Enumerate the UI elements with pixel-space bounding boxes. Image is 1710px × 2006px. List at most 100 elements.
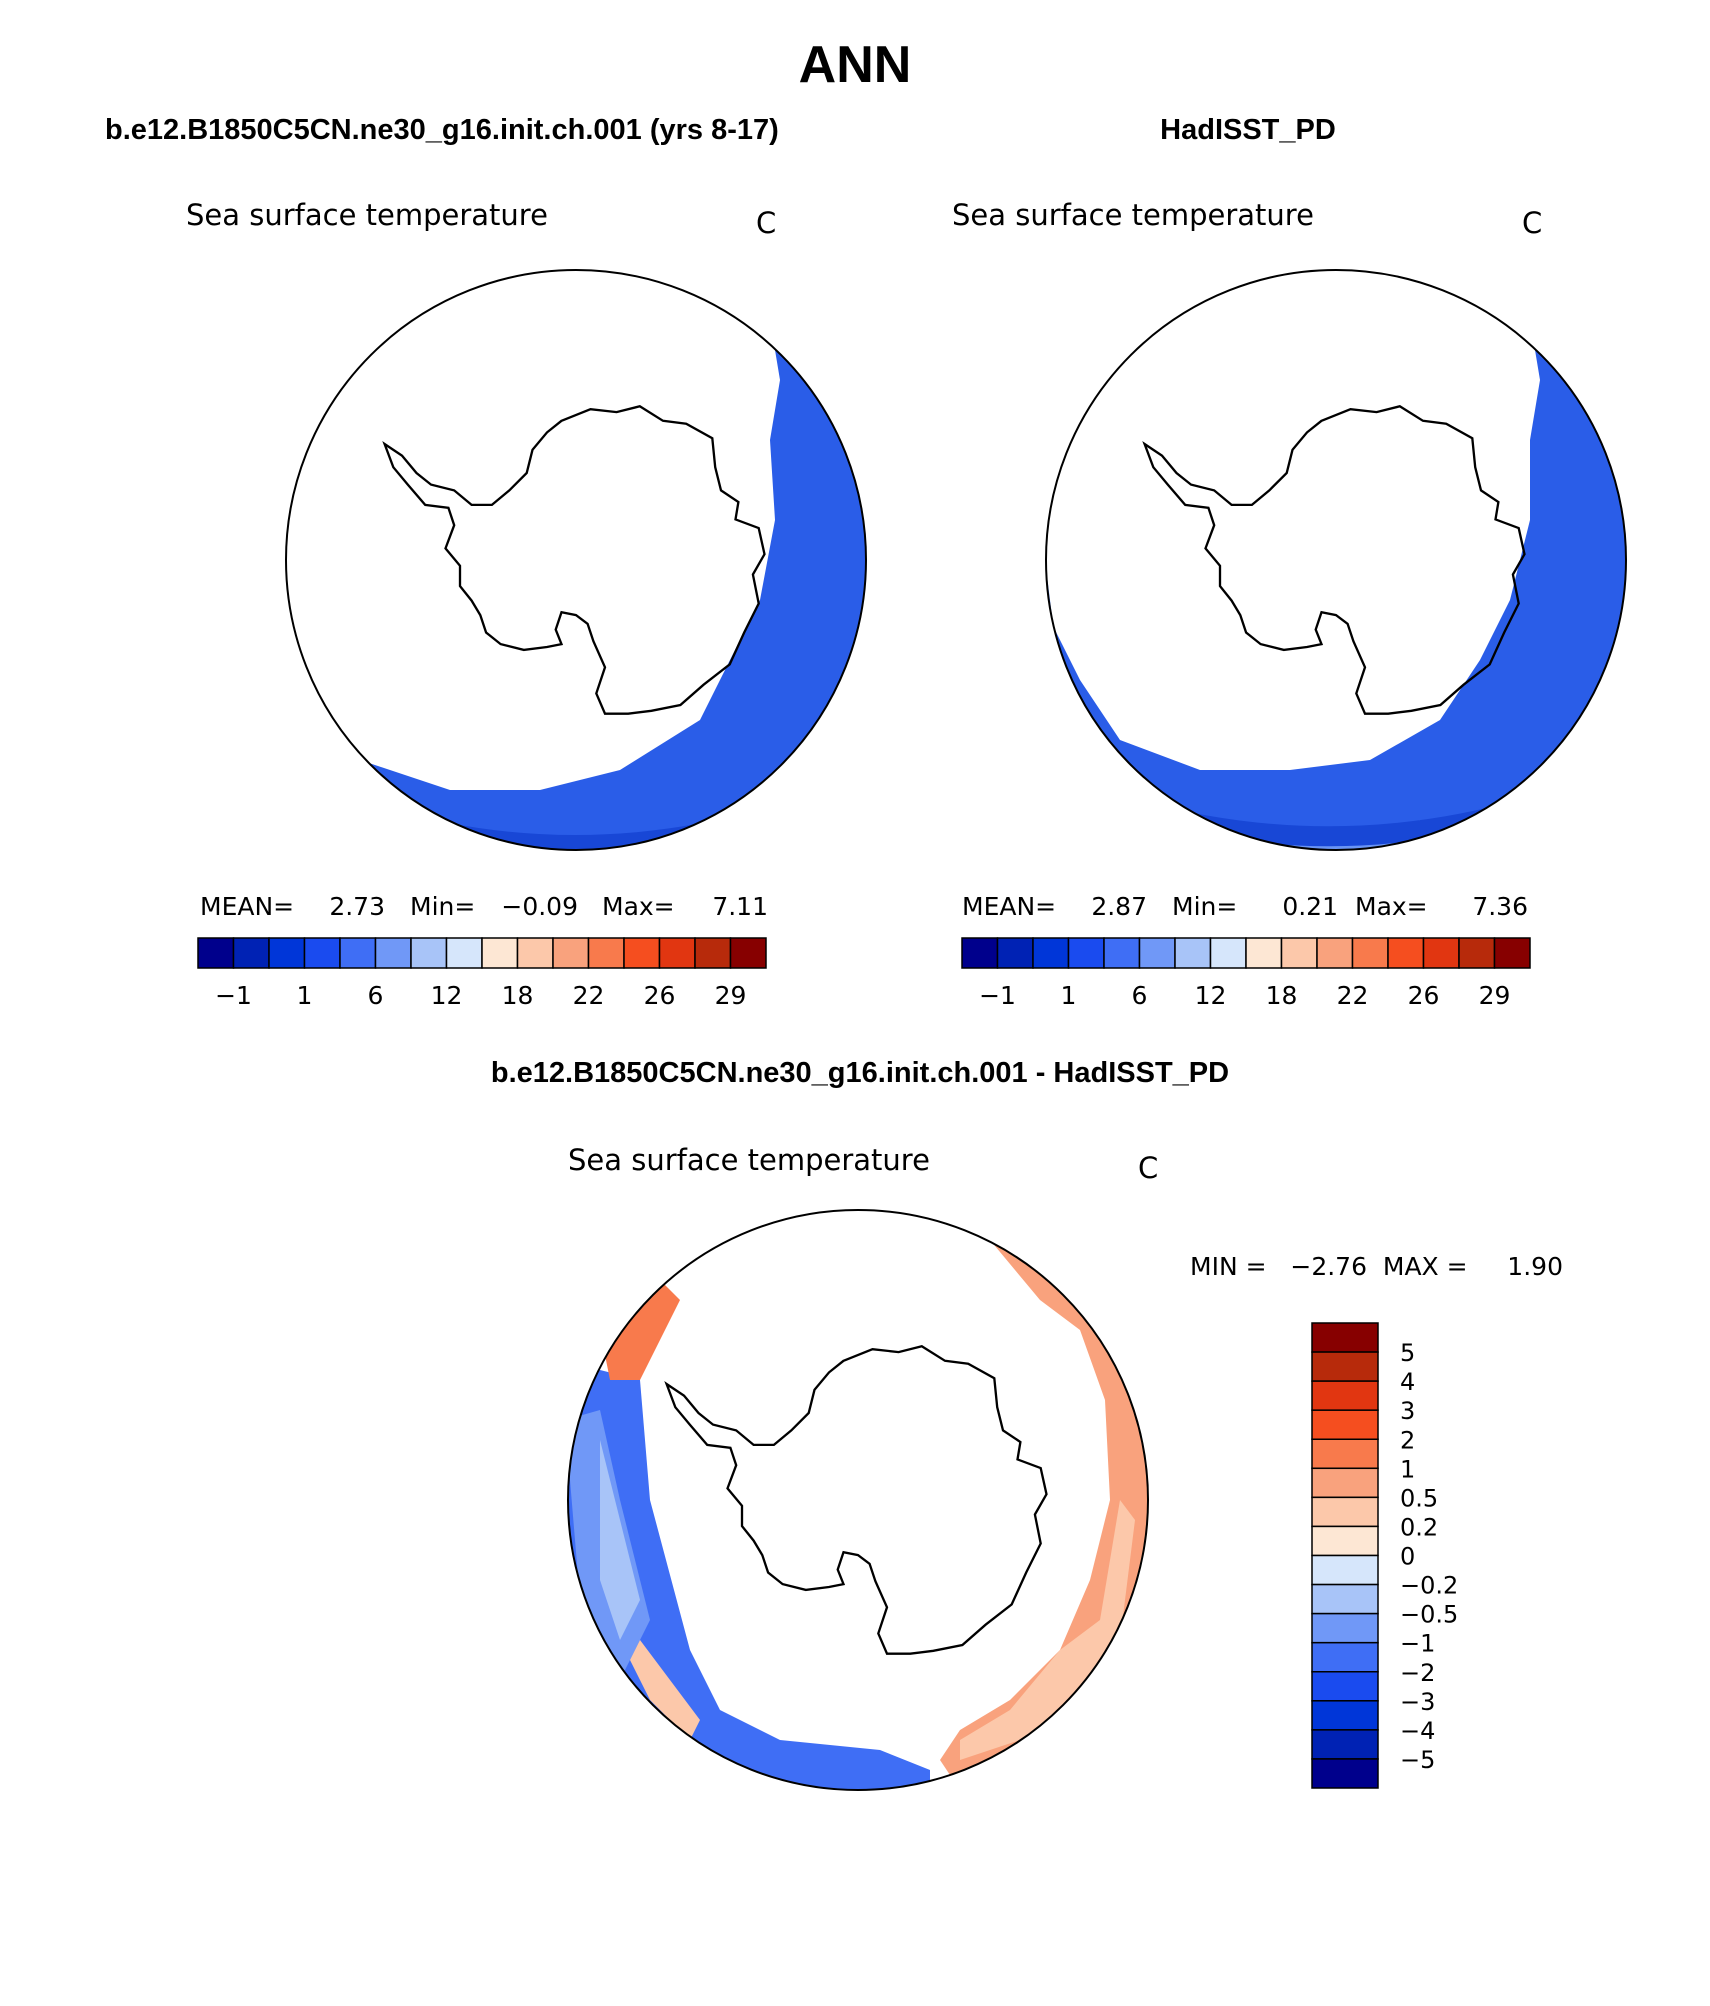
colorbar-segment: [1311, 1671, 1379, 1702]
colorbar-segment: [1422, 937, 1460, 969]
diff-field-slight-negative: [600, 1440, 640, 1640]
panel-diff-units: C: [1138, 1151, 1158, 1185]
stat-mean-label: MEAN=: [200, 892, 294, 921]
colorbar-tick-label: 1: [1061, 981, 1077, 1010]
colorbar-segment: [729, 937, 767, 969]
colorbar-segment: [658, 937, 696, 969]
colorbar-segment: [1311, 1729, 1379, 1760]
colorbar-tick-label: 6: [1132, 981, 1148, 1010]
colorbar-segment: [623, 937, 661, 969]
stat-max-label: Max=: [1355, 892, 1428, 921]
stat-max-value: 7.11: [712, 892, 768, 921]
colorbar-segment: [410, 937, 448, 969]
colorbar-segment: [1311, 1554, 1379, 1586]
colorbar-tick-label: 22: [573, 981, 605, 1010]
stat-mean-value: 2.73: [329, 892, 385, 921]
colorbar-segment: [232, 937, 270, 969]
colorbar-segment: [1311, 1438, 1379, 1470]
colorbar-tick-label: 0.5: [1400, 1484, 1438, 1512]
polar-map-obs: [1036, 200, 1636, 860]
map-boundary: [567, 1209, 1149, 1791]
colorbar-segment: [587, 937, 625, 969]
stat-min-label: Min=: [410, 892, 475, 921]
diff-field-positive-nw: [600, 1280, 680, 1380]
colorbar-model: −1 1 6 12 18 22 26 29: [197, 937, 767, 1010]
colorbar-segment: [961, 937, 999, 969]
colorbar-segment: [1032, 937, 1070, 969]
colorbar-segment: [1311, 1525, 1379, 1557]
stat-max-label: Max=: [602, 892, 675, 921]
sst-field-model: [286, 270, 866, 850]
colorbar-tick-label: −3: [1400, 1688, 1435, 1716]
colorbar-tick-label: 26: [644, 981, 676, 1010]
stat-mean-value: 2.87: [1091, 892, 1147, 921]
panel-diff: b.e12.B1850C5CN.ne30_g16.init.ch.001 - H…: [491, 1057, 1563, 1800]
colorbar-tick-label: −5: [1400, 1746, 1435, 1774]
colorbar-tick-label: −4: [1400, 1717, 1435, 1745]
panel-diff-variable: Sea surface temperature: [568, 1143, 930, 1177]
colorbar-tick-label: −1: [1400, 1630, 1435, 1658]
panel-obs: HadISST_PD Sea surface temperature C MEA…: [952, 114, 1636, 1010]
colorbar-tick-label: −2: [1400, 1659, 1435, 1687]
colorbar-tick-label: 18: [1266, 981, 1298, 1010]
colorbar-segment: [1316, 937, 1354, 969]
colorbar-segment: [445, 937, 483, 969]
colorbar-tick-label: −1: [979, 981, 1016, 1010]
colorbar-segment: [552, 937, 590, 969]
colorbar-segment: [1311, 1583, 1379, 1615]
colorbar-segment: [1138, 937, 1176, 969]
colorbar-segment: [1493, 937, 1531, 969]
diff-field-positive-s: [630, 1640, 700, 1740]
colorbar-tick-label: 29: [715, 981, 747, 1010]
colorbar-segment: [1209, 937, 1247, 969]
colorbar-segment: [1311, 1467, 1379, 1499]
colorbar-tick-label: −0.5: [1400, 1601, 1458, 1629]
colorbar-segment: [694, 937, 732, 969]
panel-obs-units: C: [1522, 206, 1542, 240]
colorbar-tick-label: 18: [502, 981, 534, 1010]
colorbar-tick-label: 4: [1400, 1368, 1415, 1396]
colorbar-segment: [374, 937, 412, 969]
colorbar-segment: [268, 937, 306, 969]
colorbar-segment: [1103, 937, 1141, 969]
colorbar-segment: [1311, 1409, 1379, 1440]
colorbar-segment: [996, 937, 1034, 969]
figure-title: ANN: [799, 36, 912, 94]
stat-min-value: 0.21: [1282, 892, 1338, 921]
colorbar-segment: [197, 937, 235, 969]
stats-obs: MEAN= 2.87 Min= 0.21 Max= 7.36: [962, 892, 1528, 921]
colorbar-tick-label: −0.2: [1400, 1572, 1458, 1600]
map-boundary: [285, 269, 867, 851]
panel-obs-case-title: HadISST_PD: [1160, 114, 1336, 146]
colorbar-segment: [339, 937, 377, 969]
colorbar-tick-label: 22: [1337, 981, 1369, 1010]
colorbar-tick-label: 1: [1400, 1455, 1415, 1483]
colorbar-segment: [1311, 1612, 1379, 1644]
colorbar-obs: −1 1 6 12 18 22 26 29: [961, 937, 1531, 1010]
colorbar-segment: [1311, 1351, 1379, 1382]
colorbar-segment: [1311, 1700, 1379, 1731]
map-boundary: [1045, 269, 1627, 851]
stat-min-label: Min=: [1172, 892, 1237, 921]
colorbar-segment: [481, 937, 519, 969]
polar-map-diff: [560, 1210, 1160, 1800]
colorbar-segment: [1311, 1758, 1379, 1789]
panel-model-case-title: b.e12.B1850C5CN.ne30_g16.init.ch.001 (yr…: [105, 114, 779, 146]
colorbar-tick-label: 29: [1479, 981, 1511, 1010]
colorbar-tick-label: 12: [431, 981, 463, 1010]
colorbar-segment: [1280, 937, 1318, 969]
colorbar-segment: [1311, 1641, 1379, 1673]
colorbar-tick-label: 0.2: [1400, 1513, 1438, 1541]
colorbar-tick-label: 12: [1195, 981, 1227, 1010]
panel-model: b.e12.B1850C5CN.ne30_g16.init.ch.001 (yr…: [105, 114, 876, 1010]
stats-model: MEAN= 2.73 Min= −0.09 Max= 7.11: [200, 892, 768, 921]
colorbar-tick-label: −1: [215, 981, 252, 1010]
panel-obs-variable: Sea surface temperature: [952, 198, 1314, 232]
colorbar-segment: [516, 937, 554, 969]
stat-max-value: 7.36: [1472, 892, 1528, 921]
diff-field-slight-positive: [960, 1500, 1135, 1760]
colorbar-segment: [1351, 937, 1389, 969]
colorbar-segment: [1387, 937, 1425, 969]
colorbar-tick-label: 3: [1400, 1397, 1415, 1425]
